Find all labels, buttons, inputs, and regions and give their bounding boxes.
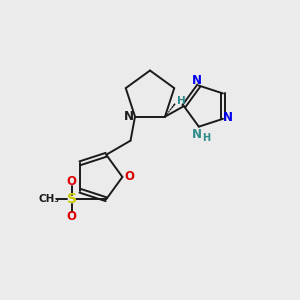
Text: H: H bbox=[176, 96, 185, 106]
Text: CH₃: CH₃ bbox=[39, 194, 60, 204]
Text: N: N bbox=[192, 128, 202, 141]
Text: S: S bbox=[67, 192, 77, 206]
Text: N: N bbox=[123, 110, 134, 123]
Text: O: O bbox=[124, 170, 134, 184]
Text: O: O bbox=[67, 176, 77, 188]
Text: O: O bbox=[67, 210, 77, 223]
Text: N: N bbox=[192, 74, 202, 87]
Text: H: H bbox=[202, 133, 210, 143]
Text: N: N bbox=[224, 111, 233, 124]
